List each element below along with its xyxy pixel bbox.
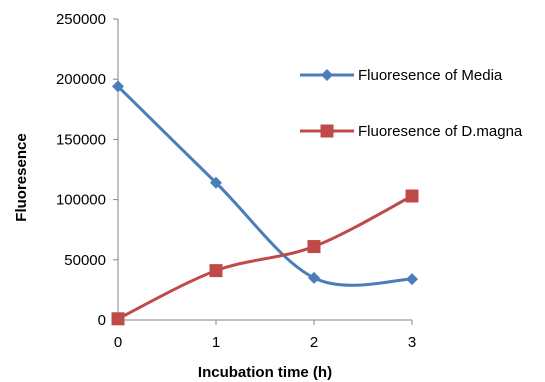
series-2 xyxy=(111,189,419,326)
data-point xyxy=(307,240,321,254)
y-tick-label: 100000 xyxy=(56,192,106,209)
legend-marker xyxy=(321,69,333,81)
series-layer xyxy=(111,80,419,326)
y-axis-title: Fluoresence xyxy=(13,133,30,221)
x-tick-label: 1 xyxy=(212,334,220,351)
data-point xyxy=(406,273,418,286)
y-tick-label: 250000 xyxy=(56,11,106,28)
x-tick-label: 0 xyxy=(114,334,122,351)
data-point xyxy=(112,80,124,93)
axes xyxy=(117,19,412,321)
series-line xyxy=(116,85,413,287)
x-axis-title: Incubation time (h) xyxy=(198,364,332,381)
y-tick-label: 50000 xyxy=(64,252,106,269)
x-tick-label: 3 xyxy=(408,334,416,351)
series-line xyxy=(117,194,413,321)
y-tick-label: 0 xyxy=(98,312,106,329)
data-point xyxy=(209,264,223,278)
series-1 xyxy=(112,80,418,287)
legend-label: Fluoresence of Media xyxy=(358,67,503,84)
data-point xyxy=(405,189,419,203)
y-tick-label: 150000 xyxy=(56,131,106,148)
y-tick-label: 200000 xyxy=(56,71,106,88)
data-point xyxy=(308,271,320,284)
x-axis-ticks: 0 1 2 3 xyxy=(114,320,416,351)
legend-marker xyxy=(320,124,334,138)
legend-label: Fluoresence of D.magna xyxy=(358,123,523,140)
y-axis-ticks: 0 50000 100000 150000 200000 250000 xyxy=(56,11,118,329)
data-point xyxy=(111,312,125,326)
data-point xyxy=(210,176,222,189)
legend-item: Fluoresence of D.magna xyxy=(300,123,523,140)
legend: Fluoresence of Media Fluoresence of D.mag… xyxy=(300,67,523,140)
legend-item: Fluoresence of Media xyxy=(300,67,503,84)
x-tick-label: 2 xyxy=(310,334,318,351)
